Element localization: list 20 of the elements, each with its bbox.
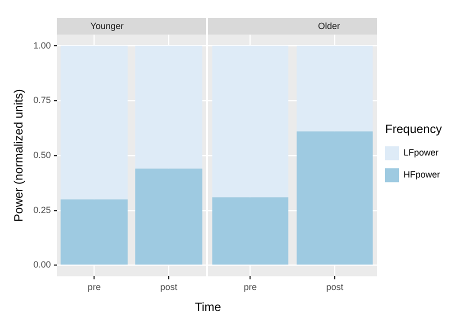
x-tick-label: post [326,282,344,292]
legend-label: HFpower [403,170,440,180]
chart-title: Older [318,20,340,31]
bar [60,46,128,200]
y-axis-title: Power (normalized units) [12,89,26,222]
legend-label: LFpower [403,148,439,158]
x-axis-title: Time [194,300,222,314]
x-tick-label: pre [88,282,101,292]
y-tick-label: 0.25 [33,204,51,215]
legend-title: Frequency [385,122,442,136]
bar [135,46,202,169]
x-tick-label: pre [244,282,257,292]
y-tick-label: 0.50 [33,150,51,160]
y-tick-label: 0.00 [33,260,51,270]
bar [60,199,128,265]
x-tick-label: post [160,282,178,292]
bar [135,168,202,265]
y-tick-label: 1.00 [33,40,51,50]
y-tick-label: 0.75 [33,95,51,106]
chart-title: Younger [90,20,124,31]
